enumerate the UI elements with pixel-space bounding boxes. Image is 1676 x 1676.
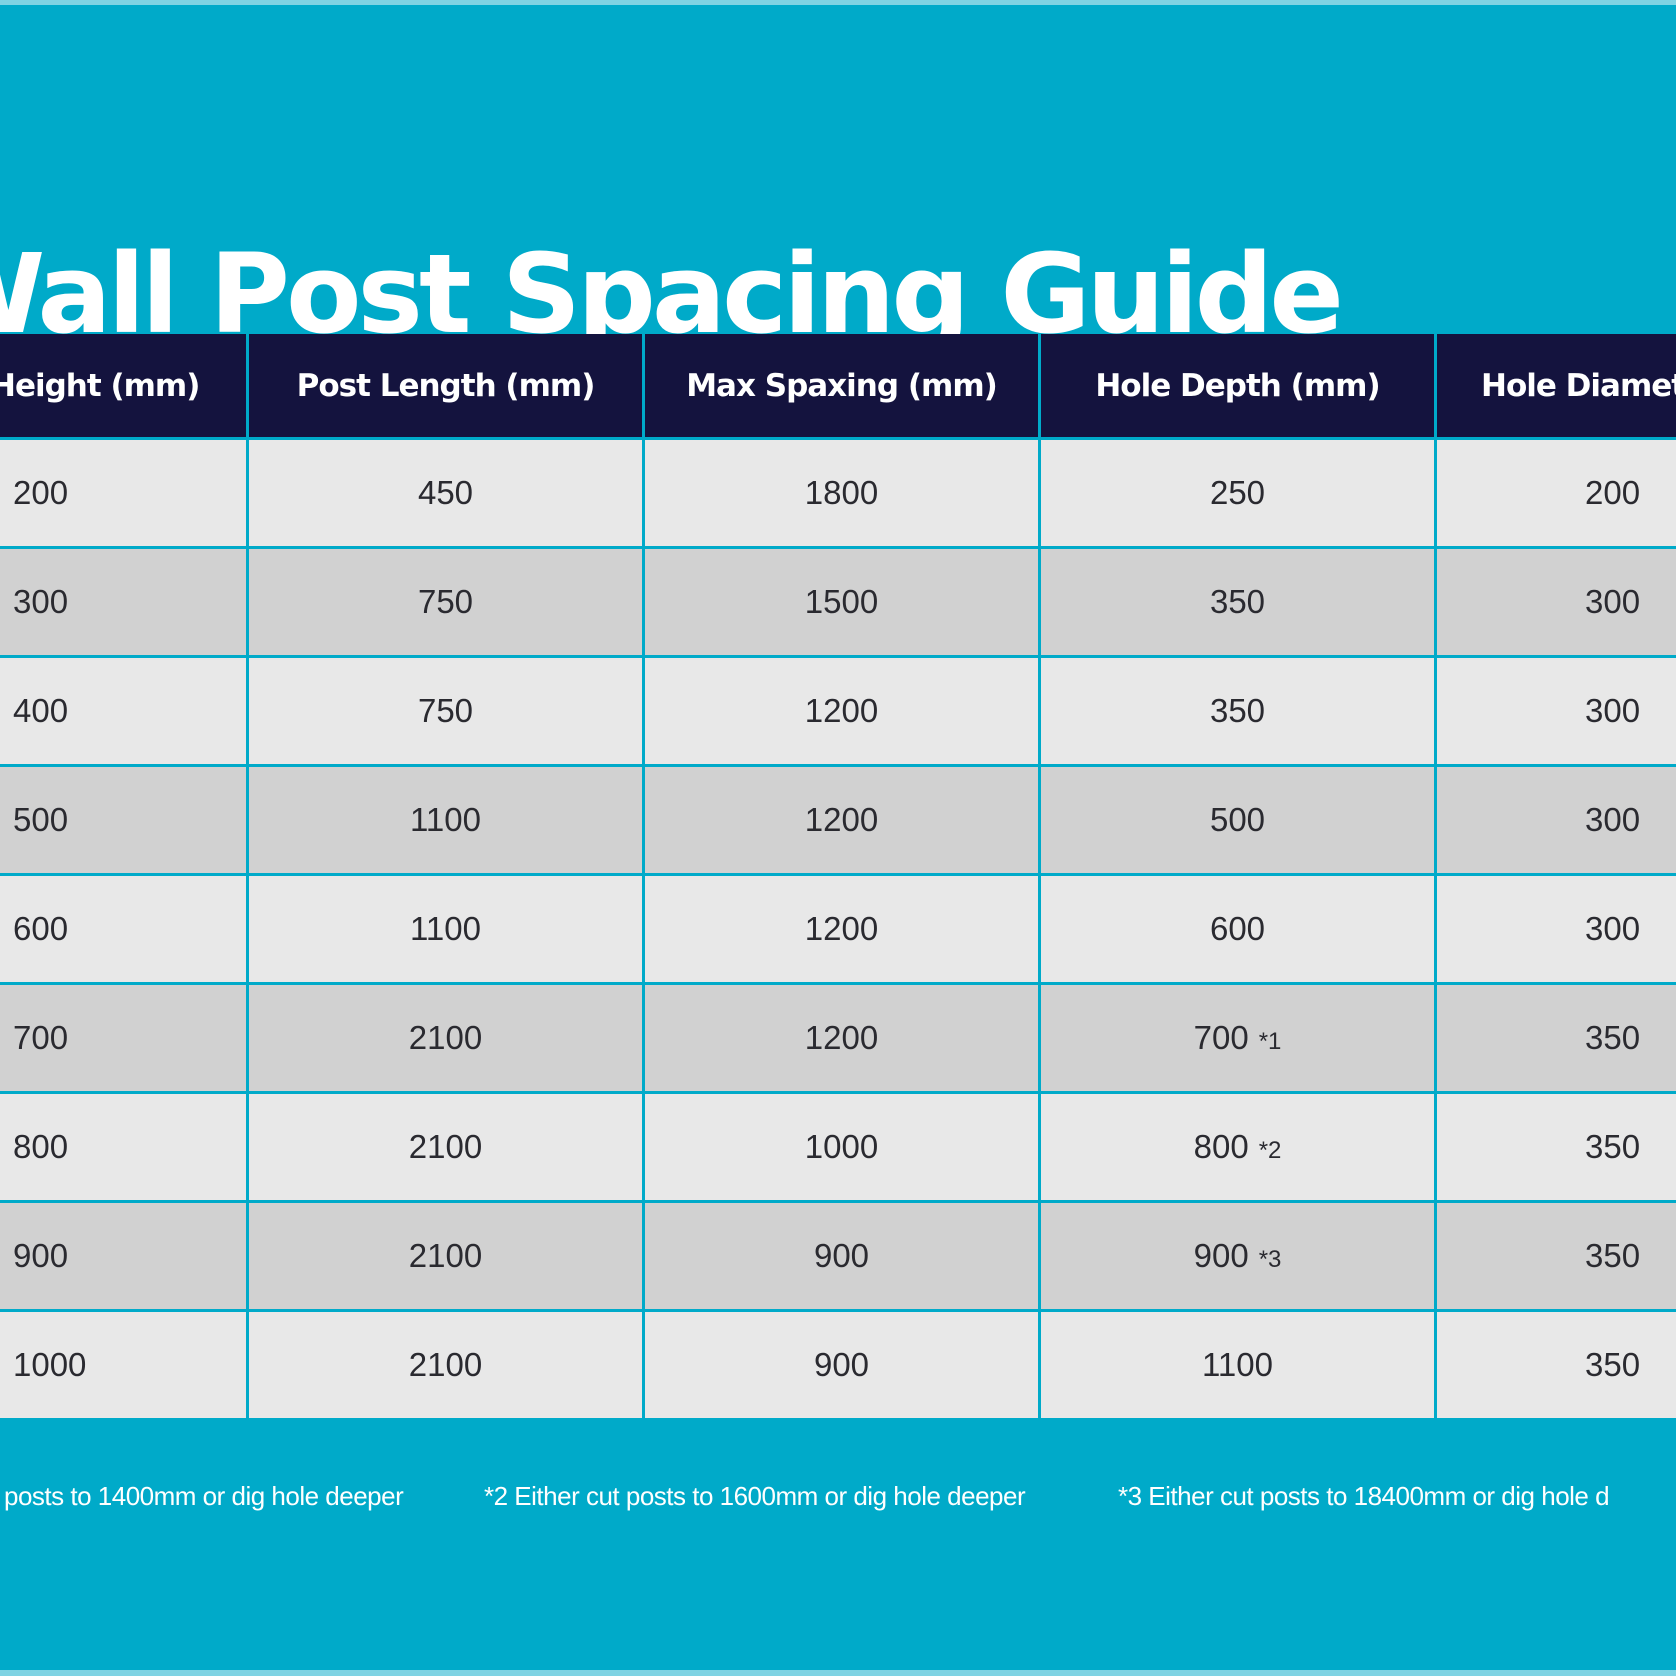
cell-hole-diameter: 350 <box>1437 985 1676 1091</box>
hole-depth-value: 700 <box>1193 1019 1249 1056</box>
cell-post-length: 750 <box>249 658 642 764</box>
header-hole-depth: Hole Depth (mm) <box>1041 334 1434 437</box>
footnote-marker: *3 <box>1258 1246 1282 1273</box>
hole-depth-value: 1100 <box>1202 1346 1273 1383</box>
cell-hole-depth: 250 <box>1041 440 1434 546</box>
cell-post-length: 2100 <box>249 1203 642 1309</box>
cell-hole-depth: 350 <box>1041 658 1434 764</box>
hole-depth-value: 350 <box>1209 692 1266 729</box>
cell-height: 400 <box>0 658 246 764</box>
cell-max-spacing: 1000 <box>645 1094 1038 1200</box>
post-spacing-table: Height (mm) Post Length (mm) Max Spaxing… <box>0 334 1676 1421</box>
cell-max-spacing: 1800 <box>645 440 1038 546</box>
top-edge-strip <box>0 0 1676 5</box>
cell-max-spacing: 1200 <box>645 767 1038 873</box>
cell-height: 1000 <box>0 1312 246 1418</box>
cell-height: 500 <box>0 767 246 873</box>
footnote-marker: *1 <box>1258 1028 1282 1055</box>
cell-max-spacing: 900 <box>645 1312 1038 1418</box>
cell-max-spacing: 1500 <box>645 549 1038 655</box>
cell-height: 900 <box>0 1203 246 1309</box>
cell-hole-diameter: 350 <box>1437 1312 1676 1418</box>
cell-max-spacing: 900 <box>645 1203 1038 1309</box>
cell-height: 200 <box>0 440 246 546</box>
bottom-edge-strip <box>0 1670 1676 1676</box>
footnote-3: *3 Either cut posts to 18400mm or dig ho… <box>1118 1481 1610 1511</box>
table-row: 700 2100 1200 700 *1 350 <box>0 985 1676 1091</box>
table-header-row: Height (mm) Post Length (mm) Max Spaxing… <box>0 334 1676 437</box>
table-row: 200 450 1800 250 200 <box>0 440 1676 546</box>
footnote-marker: *2 <box>1258 1137 1282 1164</box>
cell-hole-diameter: 200 <box>1437 440 1676 546</box>
table-row: 400 750 1200 350 300 <box>0 658 1676 764</box>
header-max-spacing: Max Spaxing (mm) <box>645 334 1038 437</box>
hole-depth-value: 350 <box>1209 583 1266 620</box>
cell-post-length: 2100 <box>249 1312 642 1418</box>
cell-hole-diameter: 300 <box>1437 876 1676 982</box>
cell-hole-diameter: 350 <box>1437 1203 1676 1309</box>
cell-post-length: 450 <box>249 440 642 546</box>
hole-depth-value: 800 <box>1193 1128 1249 1165</box>
cell-hole-diameter: 350 <box>1437 1094 1676 1200</box>
table-row: 1000 2100 900 1100 350 <box>0 1312 1676 1418</box>
hole-depth-value: 500 <box>1209 801 1266 838</box>
cell-hole-depth: 1100 <box>1041 1312 1434 1418</box>
cell-hole-depth: 800 *2 <box>1041 1094 1434 1200</box>
cell-max-spacing: 1200 <box>645 985 1038 1091</box>
footnote-1: posts to 1400mm or dig hole deeper <box>4 1481 404 1511</box>
table-row: 300 750 1500 350 300 <box>0 549 1676 655</box>
cell-hole-diameter: 300 <box>1437 767 1676 873</box>
table-row: 800 2100 1000 800 *2 350 <box>0 1094 1676 1200</box>
cell-hole-depth: 900 *3 <box>1041 1203 1434 1309</box>
cell-height: 700 <box>0 985 246 1091</box>
cell-max-spacing: 1200 <box>645 658 1038 764</box>
cell-height: 800 <box>0 1094 246 1200</box>
footnotes: posts to 1400mm or dig hole deeper *2 Ei… <box>0 1476 1676 1516</box>
cell-post-length: 1100 <box>249 876 642 982</box>
cell-max-spacing: 1200 <box>645 876 1038 982</box>
header-hole-diameter: Hole Diamete <box>1437 334 1676 437</box>
cell-post-length: 2100 <box>249 985 642 1091</box>
hole-depth-value: 900 <box>1193 1237 1249 1274</box>
table-row: 900 2100 900 900 *3 350 <box>0 1203 1676 1309</box>
cell-hole-diameter: 300 <box>1437 658 1676 764</box>
cell-post-length: 2100 <box>249 1094 642 1200</box>
cell-post-length: 750 <box>249 549 642 655</box>
cell-height: 300 <box>0 549 246 655</box>
footnote-2: *2 Either cut posts to 1600mm or dig hol… <box>484 1481 1026 1511</box>
cell-hole-depth: 600 <box>1041 876 1434 982</box>
table-row: 500 1100 1200 500 300 <box>0 767 1676 873</box>
hole-depth-value: 250 <box>1209 474 1266 511</box>
cell-post-length: 1100 <box>249 767 642 873</box>
cell-hole-depth: 350 <box>1041 549 1434 655</box>
header-post-length: Post Length (mm) <box>249 334 642 437</box>
header-height: Height (mm) <box>0 334 246 437</box>
cell-hole-depth: 500 <box>1041 767 1434 873</box>
table-row: 600 1100 1200 600 300 <box>0 876 1676 982</box>
hole-depth-value: 600 <box>1209 910 1266 947</box>
cell-height: 600 <box>0 876 246 982</box>
spacing-table-container: Height (mm) Post Length (mm) Max Spaxing… <box>0 334 1676 1430</box>
cell-hole-diameter: 300 <box>1437 549 1676 655</box>
cell-hole-depth: 700 *1 <box>1041 985 1434 1091</box>
